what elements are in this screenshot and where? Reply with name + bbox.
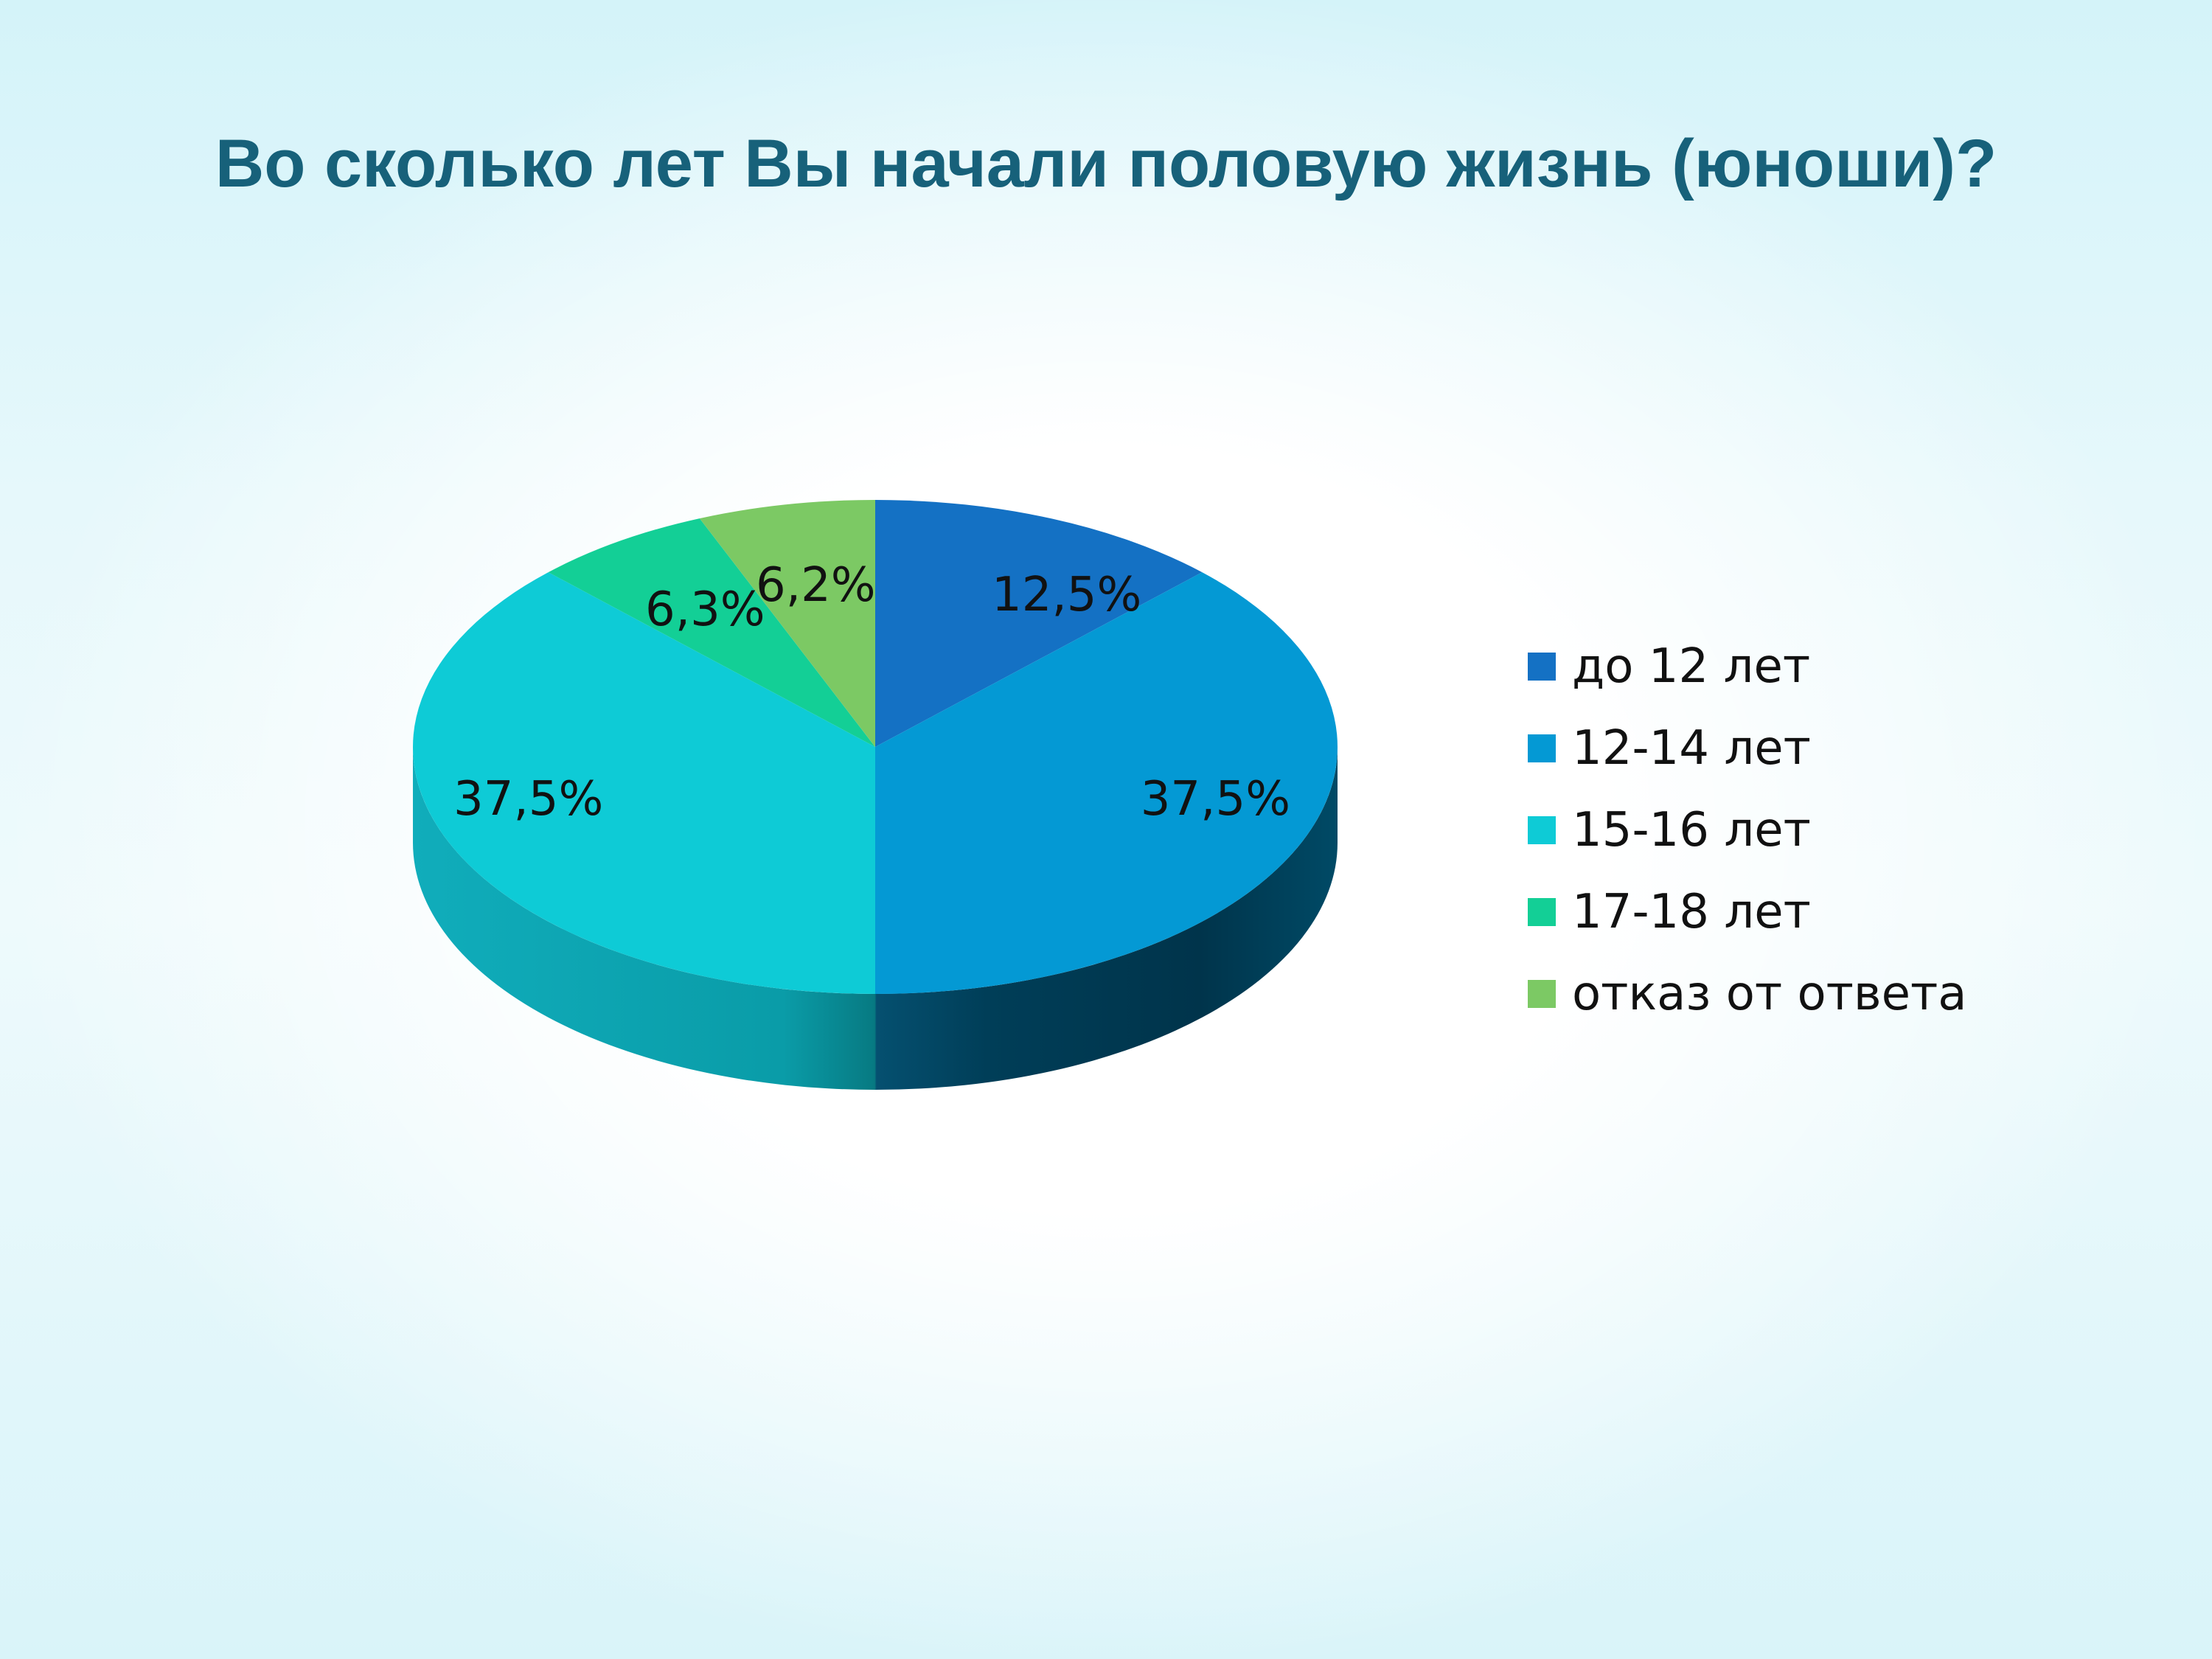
chart-legend: до 12 лет 12-14 лет 15-16 лет 17-18 лет отка… — [1528, 625, 1967, 1034]
data-label-1: 12,5% — [992, 568, 1141, 622]
pie-slice-1 — [875, 500, 1203, 747]
data-label-2: 37,5% — [1141, 772, 1290, 827]
pie-slices — [412, 500, 1338, 994]
legend-item: до 12 лет — [1528, 625, 1967, 707]
legend-label: отказ от ответа — [1572, 966, 1967, 1021]
legend-swatch — [1528, 734, 1556, 762]
data-label-4: 6,3% — [645, 582, 765, 637]
legend-item: 15-16 лет — [1528, 789, 1967, 871]
legend-swatch — [1528, 979, 1556, 1008]
legend-label: 15-16 лет — [1572, 802, 1811, 858]
legend-item: отказ от ответа — [1528, 953, 1967, 1034]
pie-side-band — [413, 747, 1338, 1090]
legend-label: до 12 лет — [1572, 639, 1811, 694]
data-label-3: 37,5% — [453, 772, 603, 827]
legend-label: 17-18 лет — [1572, 884, 1811, 939]
slide-title: Во сколько лет Вы начали половую жизнь (… — [215, 126, 1997, 201]
pie-slice-4 — [548, 518, 875, 747]
data-label-5: 6,2% — [756, 558, 876, 613]
pie-slice-5 — [699, 500, 875, 747]
legend-item: 17-18 лет — [1528, 871, 1967, 953]
legend-swatch — [1528, 897, 1556, 926]
legend-item: 12-14 лет — [1528, 707, 1967, 789]
legend-swatch — [1528, 815, 1556, 844]
legend-label: 12-14 лет — [1572, 720, 1811, 776]
pie-slice-2 — [875, 572, 1338, 994]
pie-slice-3 — [412, 572, 875, 994]
pie-data-labels: 12,5% 37,5% 37,5% 6,3%6,2% — [453, 558, 1290, 827]
legend-swatch — [1528, 652, 1556, 681]
pie-side — [413, 747, 1338, 1090]
